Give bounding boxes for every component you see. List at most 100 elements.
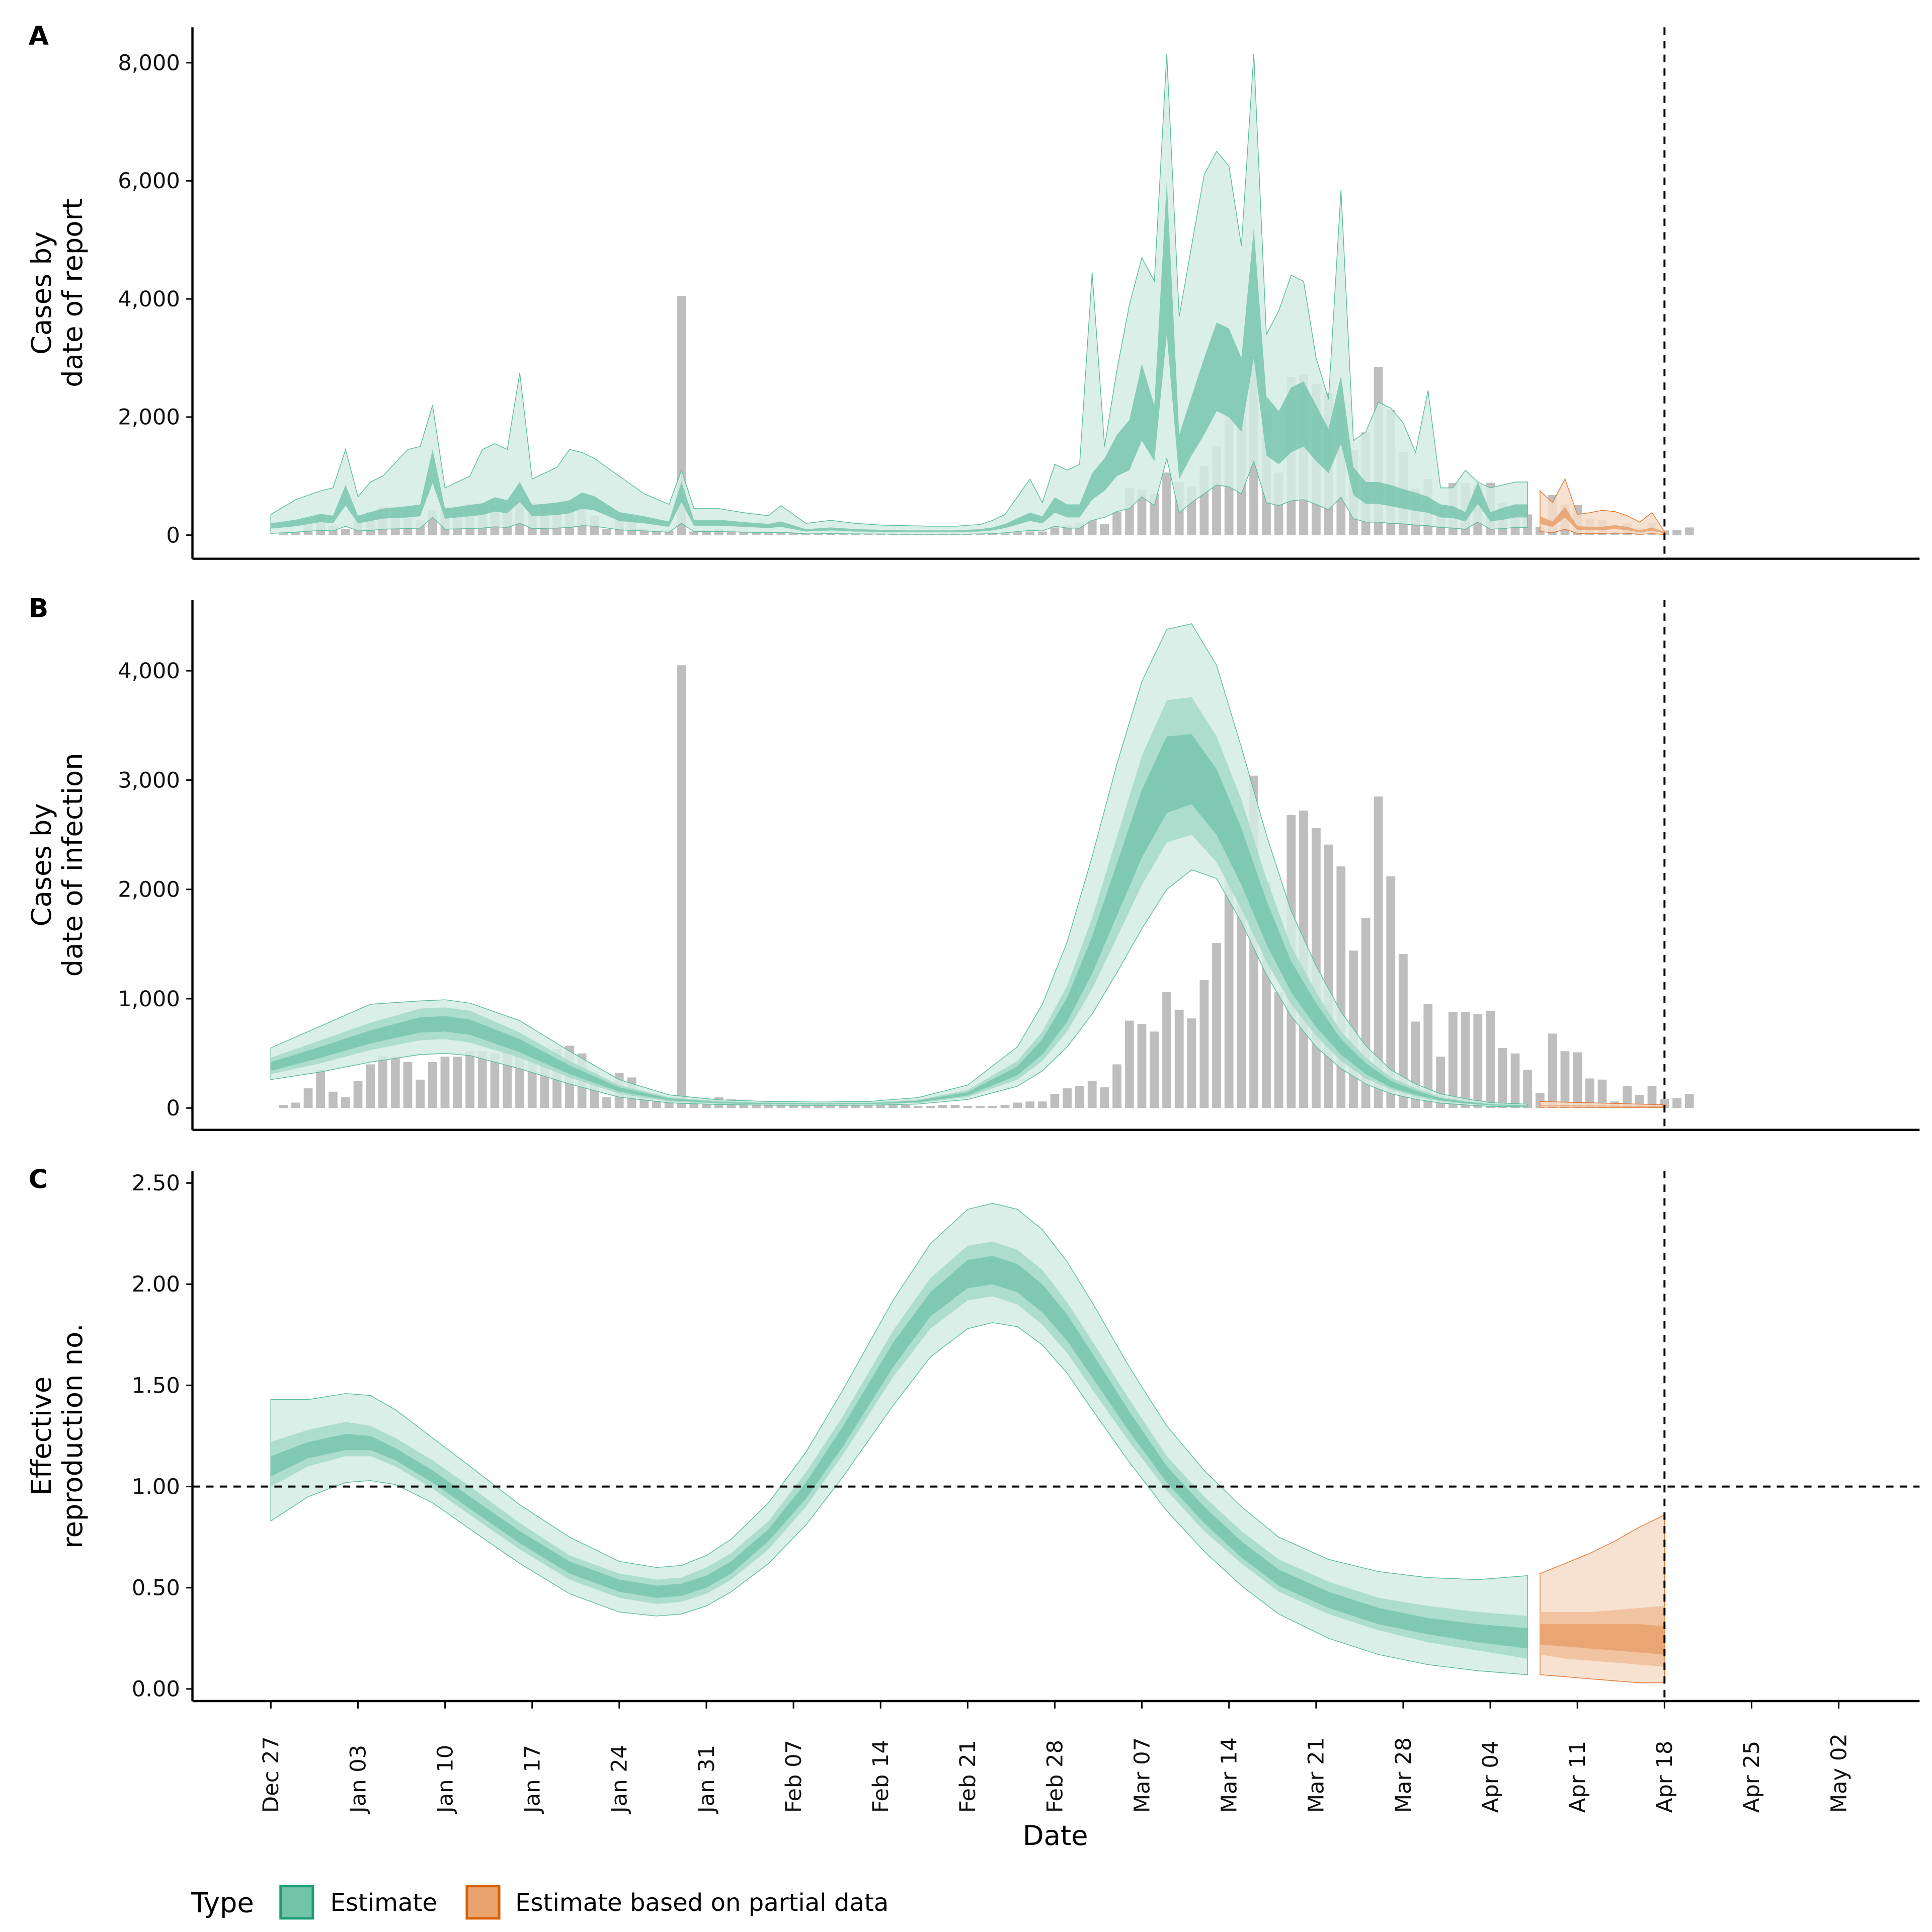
bar bbox=[1050, 527, 1060, 535]
bar bbox=[1124, 1020, 1134, 1108]
bar bbox=[390, 1057, 400, 1108]
bar bbox=[303, 1088, 313, 1108]
y-axis-title-line: reproduction no. bbox=[57, 1324, 89, 1549]
y-tick-label: 1.50 bbox=[132, 1373, 180, 1398]
y-axis-title-line: Cases by bbox=[26, 231, 57, 355]
y-axis-title-line: Cases by bbox=[26, 803, 57, 926]
legend: Type Estimate Estimate based on partial … bbox=[191, 1885, 889, 1920]
bar bbox=[1473, 1014, 1483, 1108]
bar bbox=[1112, 511, 1121, 535]
x-tick-label: Jan 10 bbox=[433, 1745, 458, 1814]
bar bbox=[1112, 1064, 1121, 1108]
panel-b-infection-cases: 0 1,000 2,000 3,000 4,000 Cases bydate of inf… bbox=[26, 594, 1920, 1131]
y-axis-title-line: Effective bbox=[26, 1377, 57, 1496]
x-tick-label: Apr 25 bbox=[1739, 1741, 1764, 1813]
bar bbox=[950, 1104, 960, 1108]
estimate-ci20 bbox=[271, 734, 1528, 1106]
bar bbox=[776, 532, 786, 535]
bar bbox=[689, 531, 699, 535]
bar bbox=[789, 532, 798, 535]
y-tick-label: 1,000 bbox=[118, 987, 180, 1012]
bar bbox=[988, 534, 997, 535]
bar bbox=[428, 1062, 437, 1108]
bar bbox=[1037, 531, 1047, 535]
bar bbox=[913, 1105, 923, 1108]
bar bbox=[328, 1091, 338, 1108]
bar bbox=[1623, 1086, 1632, 1108]
x-tick-label: Apr 18 bbox=[1652, 1741, 1677, 1813]
bar bbox=[851, 1103, 860, 1108]
y-axis-title: Cases bydate of infection bbox=[26, 753, 89, 977]
bar bbox=[1573, 1052, 1582, 1108]
bar bbox=[926, 1105, 935, 1108]
panel-c-reproduction-number: 0.00 0.50 1.00 1.50 2.00 2.50 Effectivereprodu… bbox=[26, 1165, 1920, 1703]
y-tick-label: 8,000 bbox=[118, 51, 180, 76]
y-tick-label: 2,000 bbox=[118, 405, 180, 430]
x-tick-label: Mar 14 bbox=[1217, 1737, 1242, 1813]
y-axis-title: Cases bydate of report bbox=[26, 199, 89, 387]
y-axis-title: Effectivereproduction no. bbox=[26, 1324, 89, 1549]
bar bbox=[1037, 1101, 1047, 1108]
x-tick-label: May 02 bbox=[1826, 1733, 1852, 1813]
y-axis-title-line: date of infection bbox=[57, 753, 89, 977]
y-tick-label: 2.50 bbox=[132, 1171, 180, 1196]
bar bbox=[1461, 1012, 1470, 1108]
bar bbox=[727, 530, 736, 535]
bar bbox=[279, 1104, 288, 1108]
bar bbox=[1336, 866, 1346, 1108]
x-tick-label: Mar 28 bbox=[1391, 1737, 1416, 1813]
bar bbox=[1399, 954, 1408, 1108]
bar bbox=[403, 1062, 413, 1108]
x-tick-label: Dec 27 bbox=[259, 1736, 284, 1813]
partial-ci20 bbox=[1540, 1624, 1665, 1655]
bar bbox=[714, 529, 723, 535]
bar bbox=[291, 1102, 300, 1108]
bar bbox=[1075, 1086, 1084, 1108]
x-axis-title: Date bbox=[1023, 1820, 1088, 1852]
estimate-bands bbox=[270, 54, 1528, 535]
y-tick-label: 3,000 bbox=[118, 768, 180, 793]
bar bbox=[341, 1097, 350, 1108]
bar bbox=[1224, 880, 1234, 1108]
bar bbox=[889, 1104, 898, 1108]
x-tick-label: Apr 04 bbox=[1478, 1741, 1503, 1813]
bar bbox=[378, 1055, 387, 1108]
bar bbox=[1684, 527, 1694, 535]
bar bbox=[1050, 1093, 1060, 1108]
bar bbox=[801, 1103, 811, 1108]
bar bbox=[1137, 1024, 1147, 1108]
bar bbox=[416, 1079, 425, 1108]
x-tick-label: Feb 07 bbox=[781, 1740, 807, 1813]
bar bbox=[440, 1057, 450, 1108]
bar bbox=[1087, 520, 1097, 535]
y-tick-label: 2,000 bbox=[118, 877, 180, 903]
bar bbox=[316, 1070, 326, 1108]
bar bbox=[652, 531, 661, 535]
y-tick-label: 2.00 bbox=[132, 1272, 180, 1297]
bar bbox=[764, 531, 773, 535]
bar bbox=[938, 1104, 947, 1108]
bar bbox=[1486, 1010, 1495, 1108]
partial-bands bbox=[1540, 478, 1665, 535]
bar bbox=[279, 533, 288, 535]
bar bbox=[1013, 1102, 1022, 1108]
bar bbox=[826, 1103, 836, 1108]
legend-swatch-partial bbox=[465, 1885, 501, 1920]
bar bbox=[652, 1101, 661, 1108]
bar bbox=[1162, 472, 1171, 535]
bar bbox=[465, 1051, 474, 1108]
bar bbox=[1237, 893, 1246, 1108]
x-tick-label: Feb 14 bbox=[868, 1740, 894, 1813]
bar bbox=[639, 529, 649, 535]
y-tick-label: 6,000 bbox=[118, 169, 180, 194]
estimate-ci20 bbox=[271, 181, 1528, 532]
bar bbox=[453, 1057, 462, 1108]
bar bbox=[1150, 1031, 1159, 1108]
x-tick-label: Apr 11 bbox=[1565, 1741, 1590, 1813]
bar bbox=[963, 534, 973, 535]
bar bbox=[1199, 980, 1209, 1108]
legend-label-partial: Estimate based on partial data bbox=[515, 1889, 889, 1917]
bar bbox=[1597, 1079, 1607, 1108]
panel-tag: A bbox=[29, 21, 49, 51]
